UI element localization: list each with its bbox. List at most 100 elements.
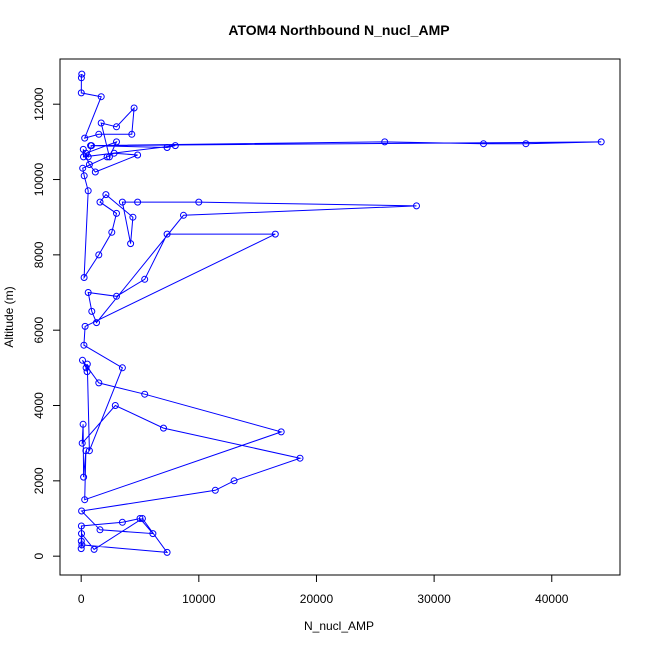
x-tick-label: 10000: [182, 592, 216, 606]
y-tick-label: 12000: [32, 87, 46, 121]
data-point: [211, 486, 219, 494]
data-point: [163, 230, 171, 238]
y-axis: 0 2000 4000 6000 8000 10000 12000: [32, 87, 61, 560]
y-tick-label: 0: [32, 553, 46, 560]
data-point: [77, 545, 85, 553]
data-point: [77, 522, 85, 530]
data-point: [118, 198, 126, 206]
data-point: [118, 364, 126, 372]
x-tick-label: 20000: [300, 592, 334, 606]
data-point: [82, 364, 90, 372]
data-point: [77, 89, 85, 97]
data-point: [84, 289, 92, 296]
data-point: [83, 368, 91, 376]
data-point: [480, 140, 487, 148]
y-tick-label: 6000: [32, 317, 46, 344]
data-point: [171, 142, 179, 150]
data-point: [93, 319, 100, 327]
data-point: [413, 202, 420, 210]
data-point: [113, 292, 120, 300]
x-axis-label: N_nucl_AMP: [304, 619, 374, 633]
data-point: [90, 545, 98, 553]
data-point: [163, 548, 171, 556]
x-tick-label: 30000: [417, 592, 451, 606]
data-point: [85, 447, 93, 455]
y-tick-label: 10000: [32, 163, 46, 197]
data-point: [134, 198, 142, 206]
data-point: [277, 428, 285, 436]
data-point: [97, 93, 105, 101]
data-point: [110, 149, 118, 157]
data-point: [105, 153, 113, 161]
x-axis: 0 10000 20000 30000 40000: [78, 574, 569, 606]
chart-title: ATOM4 Northbound N_nucl_AMP: [228, 22, 449, 38]
data-point: [81, 322, 89, 330]
data-point: [84, 153, 92, 161]
data-point: [80, 153, 87, 161]
y-tick-label: 4000: [32, 392, 46, 419]
data-point: [149, 530, 157, 538]
data-point: [97, 119, 105, 127]
x-tick-label: 0: [78, 592, 85, 606]
data-point: [82, 447, 90, 455]
data-point: [78, 507, 86, 515]
data-point: [81, 496, 89, 504]
data-point: [88, 142, 95, 150]
data-point: [113, 209, 120, 217]
data-point: [160, 424, 167, 432]
data-point: [129, 213, 137, 221]
data-point: [81, 134, 89, 142]
data-point: [134, 151, 142, 159]
data-point: [78, 541, 86, 549]
data-point: [195, 198, 203, 206]
data-point: [522, 140, 530, 148]
data-point: [180, 211, 187, 219]
plot-area-box: [59, 58, 621, 576]
data-point: [80, 274, 88, 281]
data-point: [108, 228, 116, 236]
data-point: [381, 138, 389, 146]
data-point: [118, 518, 126, 526]
data-point: [113, 123, 120, 131]
series-line: [80, 74, 602, 553]
data-point: [91, 168, 99, 176]
data-point: [79, 356, 86, 364]
data-point: [136, 515, 144, 522]
data-point: [96, 526, 104, 534]
data-point: [77, 74, 85, 82]
data-point: [96, 198, 104, 206]
data-point: [95, 130, 103, 138]
data-point: [88, 307, 96, 315]
data-point: [130, 104, 138, 112]
data-point: [78, 439, 86, 447]
data-point: [296, 454, 304, 462]
y-tick-label: 2000: [32, 467, 46, 494]
data-point: [141, 390, 149, 398]
data-series: [77, 70, 605, 556]
data-point: [141, 275, 149, 283]
data-point: [127, 240, 135, 248]
data-point: [102, 191, 110, 199]
x-tick-label: 40000: [535, 592, 569, 606]
y-axis-label: Altitude (m): [2, 286, 16, 347]
data-point: [80, 341, 88, 349]
data-point: [163, 144, 171, 151]
data-point: [95, 251, 103, 259]
data-point: [113, 138, 120, 146]
data-point: [138, 515, 146, 522]
data-point: [83, 360, 91, 368]
data-point: [82, 149, 90, 157]
data-point: [85, 161, 93, 168]
data-point: [597, 138, 605, 146]
data-point: [84, 187, 92, 195]
data-point: [95, 379, 103, 387]
data-point: [103, 153, 111, 161]
data-point: [111, 402, 119, 409]
y-tick-label: 8000: [32, 241, 46, 268]
data-point: [80, 172, 88, 180]
data-point: [78, 70, 86, 78]
data-point: [77, 537, 85, 545]
data-point: [80, 473, 88, 481]
data-point: [79, 420, 87, 428]
